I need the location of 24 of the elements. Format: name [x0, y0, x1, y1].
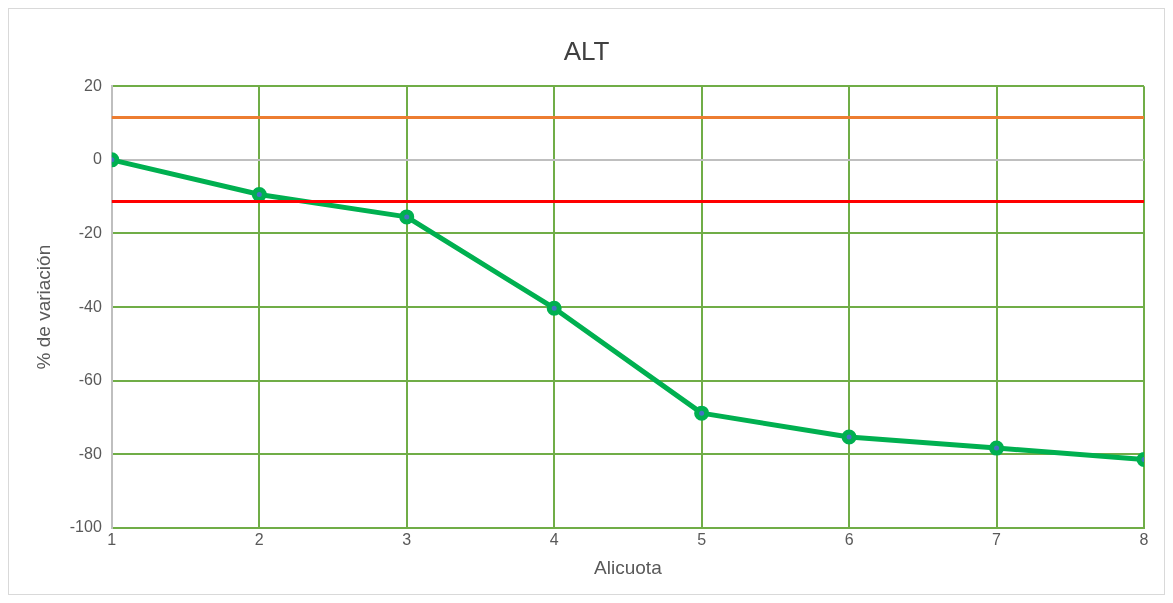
x-tick-label: 6	[844, 531, 854, 549]
point	[841, 429, 857, 445]
y-tick-label: -20	[78, 223, 102, 241]
y-axis-title: % de variación	[32, 244, 54, 370]
y-tick-label: -100	[69, 518, 102, 536]
chart-title: ALT	[563, 35, 610, 66]
y-tick-label: -80	[78, 444, 102, 462]
x-tick-label: 2	[254, 531, 264, 549]
x-tick-label: 5	[697, 531, 707, 549]
x-tick-label: 4	[549, 531, 559, 549]
point	[399, 209, 415, 225]
x-tick-label: 3	[402, 531, 412, 549]
x-tick-label: 8	[1139, 531, 1149, 549]
point	[251, 186, 267, 202]
y-tick-label: -40	[78, 297, 102, 315]
y-tick-label: -60	[78, 371, 102, 389]
x-tick-label: 1	[107, 531, 117, 549]
point	[694, 405, 710, 421]
y-tick-label: 20	[84, 76, 102, 94]
x-axis-title: Alicuota	[594, 556, 663, 578]
point	[546, 300, 562, 316]
x-tick-label: 7	[992, 531, 1002, 549]
y-tick-label: 0	[92, 150, 102, 168]
point	[989, 440, 1005, 456]
